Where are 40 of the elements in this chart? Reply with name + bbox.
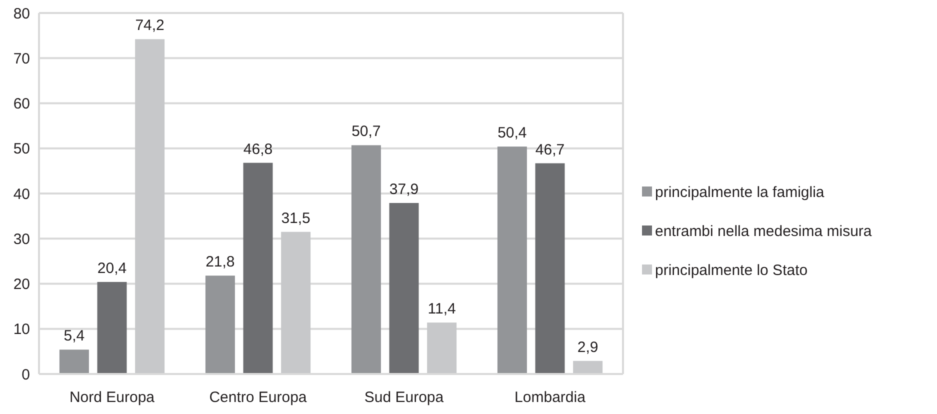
- bar: [497, 146, 527, 374]
- legend-label: principalmente la famiglia: [655, 184, 825, 201]
- data-label: 2,9: [577, 338, 598, 356]
- data-label: 74,2: [135, 17, 164, 34]
- data-label: 5,4: [64, 328, 85, 345]
- bar: [389, 202, 419, 374]
- data-label: 50,7: [352, 123, 381, 140]
- data-label: 21,8: [206, 254, 235, 271]
- y-tick-label: 40: [13, 186, 30, 203]
- data-label: 37,9: [389, 180, 419, 198]
- bar: [243, 162, 273, 374]
- bar: [351, 145, 381, 374]
- data-label: 46,8: [243, 140, 273, 158]
- y-tick-label: 60: [13, 96, 30, 112]
- data-label: 11,4: [428, 300, 456, 318]
- legend-label: principalmente lo Stato: [655, 262, 808, 279]
- data-label: 50,4: [498, 124, 527, 142]
- x-tick-label: Centro Europa: [209, 389, 308, 406]
- legend-label: entrambi nella medesima misura: [655, 222, 872, 240]
- y-tick-label: 50: [13, 140, 30, 158]
- bar: [535, 163, 565, 374]
- data-label: 20,4: [97, 260, 127, 277]
- y-tick-label: 70: [13, 50, 30, 68]
- x-tick-label: Sud Europa: [364, 389, 444, 406]
- bar: [135, 39, 165, 374]
- bar: [97, 282, 127, 374]
- x-tick-label: Nord Europa: [69, 389, 156, 406]
- bar: [205, 276, 235, 374]
- bar: [281, 232, 311, 374]
- y-tick-label: 80: [13, 5, 30, 22]
- bar: [427, 322, 457, 374]
- x-tick-label: Lombardia: [514, 389, 586, 406]
- data-label: 46,7: [535, 141, 565, 158]
- data-label: 31,5: [281, 210, 310, 227]
- bar: [59, 350, 89, 374]
- bar: [573, 360, 603, 374]
- y-tick-label: 0: [22, 366, 30, 384]
- y-tick-label: 30: [13, 230, 30, 248]
- y-tick-label: 20: [13, 276, 30, 293]
- y-tick-label: 10: [13, 321, 30, 338]
